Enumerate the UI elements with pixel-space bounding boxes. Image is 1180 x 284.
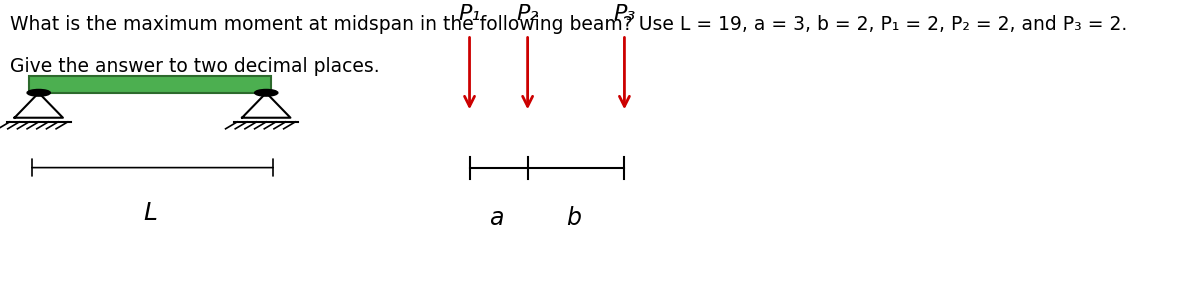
Text: Give the answer to two decimal places.: Give the answer to two decimal places.: [9, 57, 379, 76]
Text: L: L: [143, 201, 157, 225]
Text: P₁: P₁: [458, 3, 480, 24]
Text: a: a: [490, 206, 504, 230]
Text: b: b: [566, 206, 582, 230]
Text: P₂: P₂: [517, 3, 539, 24]
Text: What is the maximum moment at midspan in the following beam? Use L = 19, a = 3, : What is the maximum moment at midspan in…: [9, 15, 1127, 34]
FancyBboxPatch shape: [30, 76, 271, 93]
Circle shape: [27, 89, 51, 96]
Circle shape: [255, 89, 277, 96]
Text: P₃: P₃: [614, 3, 636, 24]
